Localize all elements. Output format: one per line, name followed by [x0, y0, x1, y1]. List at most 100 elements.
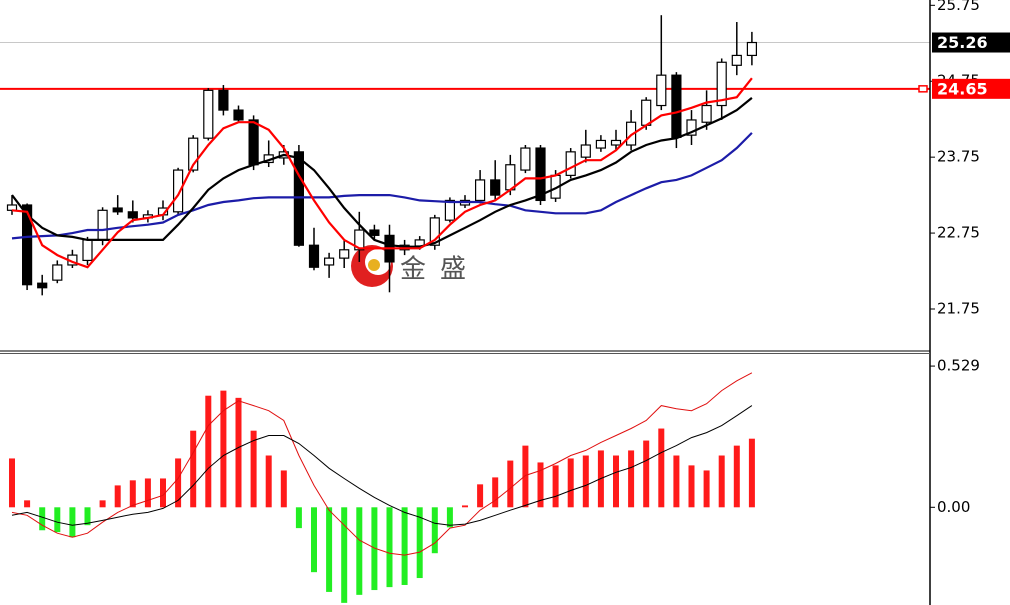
candle-body: [97, 209, 108, 241]
candle-body: [37, 282, 48, 289]
candle-body: [22, 204, 33, 286]
macd-bar: [522, 445, 529, 508]
macd-bar: [673, 455, 680, 508]
candle-body: [354, 229, 365, 251]
indicator-line: [11, 132, 753, 240]
macd-bar: [160, 478, 166, 508]
logo-dot: [368, 259, 380, 271]
macd-bar: [99, 500, 106, 508]
macd-bar: [205, 395, 212, 508]
macd-bar: [280, 470, 287, 508]
macd-bar: [567, 458, 574, 508]
macd-bar: [84, 507, 91, 526]
candle-body: [203, 89, 214, 139]
candle-body: [188, 137, 199, 171]
candle-body: [656, 74, 667, 107]
price-label-box: [932, 32, 1010, 53]
candle-body: [746, 41, 758, 57]
macd-bar: [431, 507, 438, 554]
macd-bar: [688, 465, 695, 508]
macd-bar: [492, 477, 499, 508]
macd-bar: [235, 397, 242, 508]
candle-body: [112, 207, 123, 213]
candle-body: [475, 179, 486, 202]
macd-bar: [416, 507, 423, 579]
macd-bar: [748, 438, 755, 508]
macd-bar: [537, 462, 544, 508]
y-tick-label: 21.75: [937, 300, 980, 318]
macd-bar: [462, 505, 468, 508]
candle-body: [369, 229, 380, 236]
macd-bar: [628, 450, 635, 508]
macd-bar: [24, 500, 31, 508]
macd-bar: [371, 507, 378, 591]
macd-bar: [552, 465, 559, 508]
macd-bar: [341, 507, 348, 603]
macd-bar: [477, 484, 484, 508]
candle-body: [686, 119, 697, 136]
macd-bar: [220, 390, 227, 508]
macd-bar: [582, 455, 589, 508]
candle-body: [716, 61, 727, 107]
candle-body: [535, 147, 546, 202]
macd-bar: [356, 507, 363, 595]
y-tick-label: 0.00: [937, 498, 970, 516]
indicator-line: [11, 77, 753, 269]
y-tick-label: 0.529: [937, 357, 980, 375]
candle-body: [701, 104, 712, 123]
macd-bar: [507, 460, 514, 508]
candle-body: [308, 244, 320, 268]
macd-bar: [54, 507, 61, 533]
indicator-line: [11, 405, 753, 526]
macd-bar: [733, 445, 740, 508]
price-label: 24.65: [937, 79, 988, 98]
candle-body: [444, 199, 455, 221]
macd-bar: [386, 507, 393, 588]
macd-bar: [703, 470, 710, 508]
candle-body: [625, 121, 637, 146]
macd-bar: [265, 455, 272, 508]
watermark-text: 金盛: [400, 255, 480, 285]
candle-body: [731, 54, 742, 66]
candle-body: [293, 151, 304, 246]
macd-bar: [129, 480, 136, 508]
price-label-box: [932, 78, 1010, 99]
y-tick-label: 23.75: [937, 148, 980, 166]
candle-body: [52, 264, 63, 281]
candle-body: [6, 204, 18, 211]
candle-body: [429, 217, 440, 246]
macd-bar: [175, 458, 182, 508]
macd-bar: [114, 485, 121, 508]
candle-body: [248, 119, 259, 166]
macd-bar: [144, 478, 151, 508]
macd-bar: [250, 430, 257, 508]
candle-body: [671, 74, 682, 139]
macd-bar: [311, 507, 317, 573]
macd-bar: [326, 507, 333, 592]
y-tick-label: 25.75: [937, 0, 980, 14]
macd-bar: [613, 455, 619, 508]
macd-bar: [9, 458, 15, 508]
candle-body: [127, 211, 138, 219]
candle-body: [490, 179, 501, 196]
candle-body: [218, 89, 229, 111]
candle-body: [580, 144, 591, 158]
indicator-line: [11, 372, 753, 556]
candle-body: [595, 139, 607, 149]
macd-bar: [658, 428, 665, 508]
y-tick-label: 22.75: [937, 224, 980, 242]
candle-body: [610, 139, 622, 146]
candle-body: [520, 147, 531, 171]
candle-body: [173, 169, 184, 213]
macd-bar: [446, 507, 453, 528]
macd-bar: [643, 440, 650, 508]
candle-body: [82, 239, 93, 262]
macd-bar: [295, 507, 302, 529]
candle-body: [641, 99, 652, 126]
price-marker: [918, 85, 928, 93]
macd-bar: [401, 507, 408, 585]
macd-bar: [190, 430, 197, 508]
price-label: 25.26: [937, 33, 988, 52]
